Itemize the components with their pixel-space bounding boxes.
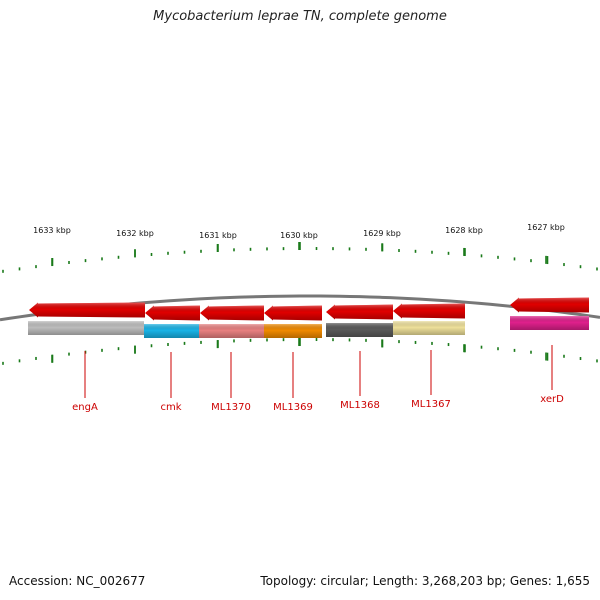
cds-arrow-shade: [264, 305, 322, 321]
gene-label-text[interactable]: xerD: [540, 394, 564, 405]
gene-feature-shade: [393, 321, 465, 335]
gene-labels: engA cmk ML1370 ML1369 ML1368 ML1367 xerD: [72, 345, 564, 413]
gene-label-xerD[interactable]: xerD: [540, 345, 564, 405]
gene-feature-shade: [144, 324, 199, 338]
gene-label-text[interactable]: engA: [72, 402, 98, 413]
gene-feature-shade: [510, 316, 589, 330]
gene-ML1367[interactable]: [393, 303, 465, 336]
gene-label-cmk[interactable]: cmk: [160, 352, 182, 413]
gene-label-ML1368[interactable]: ML1368: [340, 351, 380, 411]
scale-tick-label: 1628 kbp: [445, 226, 483, 235]
cds-arrow-shade: [145, 305, 200, 321]
gene-label-text[interactable]: ML1368: [340, 400, 380, 411]
gene-ML1369[interactable]: [264, 305, 322, 339]
gene-xerD[interactable]: [510, 297, 589, 331]
gene-feature-shade: [326, 323, 393, 337]
scale-tick-label: 1633 kbp: [33, 226, 71, 235]
accession-text: Accession: NC_002677: [9, 574, 146, 588]
scale-ticks-top: [2, 242, 598, 273]
gene-feature-shade: [28, 321, 144, 335]
genome-title: Mycobacterium leprae TN, complete genome: [153, 9, 447, 24]
gene-ML1368[interactable]: [326, 304, 393, 338]
cds-arrow-shade: [326, 304, 393, 320]
gene-label-ML1369[interactable]: ML1369: [273, 352, 313, 413]
gene-label-engA[interactable]: engA: [72, 351, 98, 413]
gene-label-text[interactable]: ML1369: [273, 402, 313, 413]
scale-tick-label: 1627 kbp: [527, 223, 565, 232]
cds-arrow-shade: [29, 302, 145, 318]
genome-summary-text: Topology: circular; Length: 3,268,203 bp…: [260, 574, 590, 588]
gene-track: [28, 297, 589, 339]
gene-label-ML1370[interactable]: ML1370: [211, 352, 251, 413]
scale-tick-label: 1631 kbp: [199, 231, 237, 240]
gene-ML1370[interactable]: [199, 305, 264, 339]
gene-feature-shade: [264, 324, 322, 338]
scale-tick-label: 1632 kbp: [116, 229, 154, 238]
cds-arrow-shade: [200, 305, 264, 321]
cds-arrow-shade: [393, 303, 465, 319]
gene-engA[interactable]: [28, 302, 145, 336]
scale-tick-label: 1630 kbp: [280, 231, 318, 240]
scale-tick-label: 1629 kbp: [363, 229, 401, 238]
gene-label-text[interactable]: cmk: [160, 402, 181, 413]
gene-label-text[interactable]: ML1367: [411, 399, 451, 410]
gene-feature-shade: [199, 324, 264, 338]
scale-ticks-bottom: [2, 338, 598, 365]
scale-tick-labels: 1633 kbp 1632 kbp 1631 kbp 1630 kbp 1629 kbp…: [33, 223, 565, 240]
gene-label-text[interactable]: ML1370: [211, 402, 251, 413]
gene-cmk[interactable]: [144, 305, 200, 339]
gene-label-ML1367[interactable]: ML1367: [411, 350, 451, 410]
cds-arrow-shade: [510, 297, 589, 313]
